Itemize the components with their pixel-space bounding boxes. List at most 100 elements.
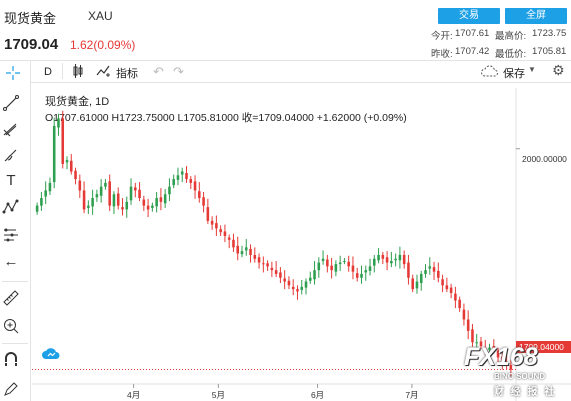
cloud-badge-icon xyxy=(42,345,60,363)
candle-body xyxy=(180,171,184,175)
candle-body xyxy=(505,362,508,366)
candle-body xyxy=(185,173,188,180)
gear-icon[interactable]: ⚙ xyxy=(552,62,565,78)
high-value: 1723.75 xyxy=(532,28,567,39)
candle-body xyxy=(445,285,449,290)
watermark-cn: 财 经 报 社 xyxy=(494,387,557,398)
candle-body xyxy=(210,220,214,225)
candle-body xyxy=(355,273,359,278)
candle-body xyxy=(360,273,363,278)
fullscreen-button[interactable]: 全屏 xyxy=(505,8,567,24)
prediction-icon[interactable] xyxy=(2,226,20,244)
candle-body xyxy=(125,201,129,210)
candle-body xyxy=(419,273,423,284)
candle-body xyxy=(390,261,393,264)
ruler-icon[interactable] xyxy=(2,289,20,307)
fib-tool-icon[interactable] xyxy=(2,120,20,138)
magnet-icon[interactable] xyxy=(2,352,20,370)
candle-body xyxy=(351,265,355,272)
candle-body xyxy=(189,179,193,183)
text-tool-icon[interactable]: T xyxy=(6,172,16,189)
brush-icon[interactable] xyxy=(2,146,20,164)
toolbar-bottom-divider xyxy=(30,82,571,83)
candle-body xyxy=(458,299,461,309)
candle-body xyxy=(279,272,282,278)
instrument-code: XAU xyxy=(88,9,113,23)
save-button[interactable]: 保存 xyxy=(503,68,525,80)
candle-body xyxy=(381,254,385,259)
candle-body xyxy=(240,251,244,255)
candle-body xyxy=(432,267,436,272)
chevron-down-icon[interactable]: ▼ xyxy=(528,65,536,74)
candle-body xyxy=(441,279,444,286)
candle-body xyxy=(296,289,299,292)
candle-body xyxy=(116,193,120,206)
candle-body xyxy=(488,347,491,350)
trade-button[interactable]: 交易 xyxy=(438,8,500,24)
interval-selector[interactable]: D xyxy=(44,66,52,78)
undo-icon[interactable]: ↶ xyxy=(153,64,164,79)
candle-body xyxy=(108,181,111,206)
candle-body xyxy=(151,205,154,208)
pattern-icon[interactable] xyxy=(2,198,20,216)
candle-body xyxy=(262,263,265,265)
indicators-icon[interactable] xyxy=(96,64,112,81)
open-value: 1707.61 xyxy=(455,28,490,39)
low-value: 1705.81 xyxy=(532,46,567,57)
candle-body xyxy=(253,254,257,259)
candle-body xyxy=(249,248,252,255)
x-tick-label: 7月 xyxy=(405,390,418,400)
candle-body xyxy=(61,118,65,164)
tools-divider-2 xyxy=(2,343,28,344)
candle-body xyxy=(219,229,222,233)
legend-ohlc: O1707.61000 H1723.75000 L1705.81000 收=17… xyxy=(45,112,407,124)
prev-close-label: 昨收: xyxy=(431,49,453,60)
candle-body xyxy=(65,160,69,163)
zoom-in-icon[interactable] xyxy=(2,317,20,335)
candle-body xyxy=(483,347,487,350)
candle-body xyxy=(343,261,346,263)
candle-body xyxy=(35,205,39,212)
toolbar-left-divider xyxy=(30,60,31,401)
candle-body xyxy=(257,257,261,263)
candle-body xyxy=(317,262,321,271)
candle-body xyxy=(40,198,43,206)
candle-body xyxy=(91,198,94,207)
watermark-brand: FX168 xyxy=(464,343,538,371)
y-axis-label: 2000.00000 xyxy=(522,154,567,164)
candle-body xyxy=(373,258,376,266)
candle-body xyxy=(163,194,167,204)
candle-body xyxy=(428,266,432,269)
trend-line-icon[interactable] xyxy=(2,94,20,112)
candle-body xyxy=(202,197,205,206)
candle-body xyxy=(304,281,308,288)
candle-body xyxy=(398,254,402,261)
candle-body xyxy=(155,198,158,207)
candle-body xyxy=(129,186,133,201)
high-label: 最高价: xyxy=(495,31,527,42)
candle-body xyxy=(368,266,372,271)
candle-body xyxy=(198,191,201,199)
candle-body xyxy=(74,170,77,180)
candle-body xyxy=(496,350,500,358)
redo-icon[interactable]: ↷ xyxy=(173,64,184,79)
candle-body xyxy=(44,190,47,197)
candlestick-chart[interactable]: 4月 5月 6月 7月 xyxy=(32,88,571,401)
pencil-lock-icon[interactable] xyxy=(2,380,20,398)
candle-body xyxy=(479,341,483,347)
crosshair-icon[interactable] xyxy=(4,64,22,82)
candle-body xyxy=(449,287,453,293)
candle-body xyxy=(227,237,231,240)
candle-body xyxy=(159,197,163,202)
candle-body xyxy=(244,247,248,251)
x-tick-label: 5月 xyxy=(212,390,225,400)
candle-body xyxy=(347,261,350,267)
cloud-icon[interactable] xyxy=(481,64,499,81)
candle-body xyxy=(266,263,269,267)
candle-style-icon[interactable] xyxy=(72,64,84,81)
candle-body xyxy=(437,270,440,278)
candle-body xyxy=(492,346,496,350)
indicators-button[interactable]: 指标 xyxy=(116,68,138,80)
back-arrow-icon[interactable]: ← xyxy=(3,253,19,270)
